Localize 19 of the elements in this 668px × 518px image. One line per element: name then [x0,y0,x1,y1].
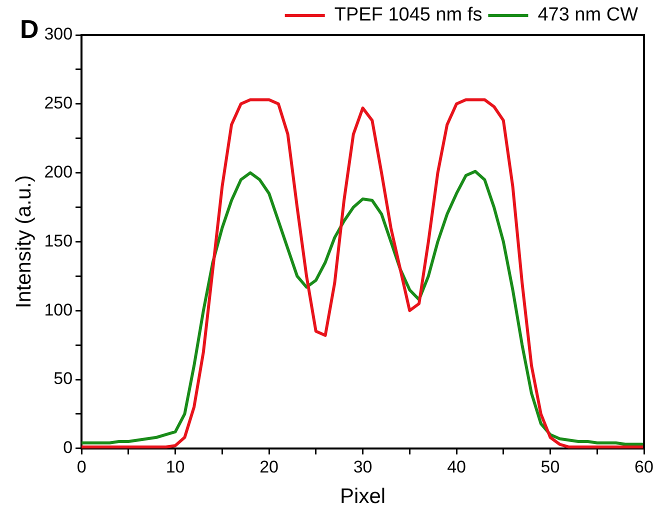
legend-label: 473 nm CW [538,4,638,26]
y-tick-label: 250 [44,94,73,113]
x-axis-title: Pixel [340,485,386,508]
x-tick-label: 20 [260,457,279,476]
x-tick-label: 50 [540,457,560,476]
y-tick-label: 200 [44,162,73,182]
y-tick-label: 100 [44,300,73,320]
legend-label: TPEF 1045 nm fs [334,4,482,26]
y-axis-title: Intensity (a.u.) [12,175,36,308]
y-tick-label: 150 [44,231,73,250]
x-tick-label: 0 [76,457,86,476]
y-tick-label: 0 [63,438,73,458]
x-tick-label: 30 [353,457,372,476]
y-tick-label: 300 [44,24,73,44]
text: D [20,14,39,44]
x-tick-label: 60 [634,457,654,476]
y-tick-label: 50 [54,369,73,388]
x-tick-label: 40 [447,457,466,476]
x-tick-label: 10 [166,457,185,476]
